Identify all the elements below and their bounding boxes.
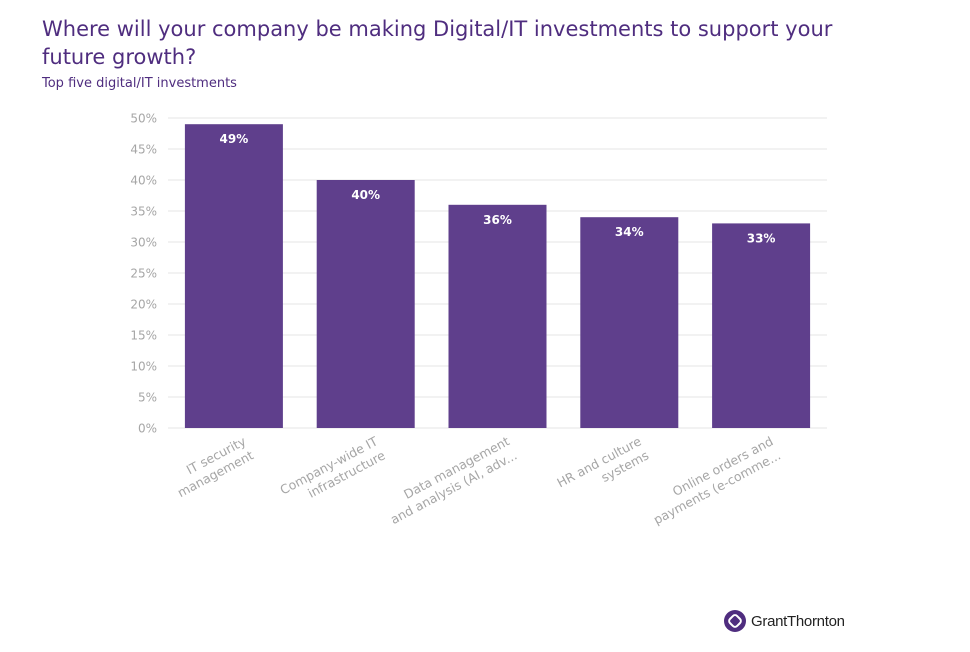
data-label: 49% <box>220 132 249 146</box>
data-label: 40% <box>351 188 380 202</box>
y-tick-label: 30% <box>130 236 157 250</box>
y-tick-label: 5% <box>138 391 157 405</box>
y-tick-label: 15% <box>130 329 157 343</box>
data-label: 36% <box>483 213 512 227</box>
x-tick-label: Data managementand analysis (AI, adv... <box>380 433 520 527</box>
data-label: 34% <box>615 225 644 239</box>
y-axis-ticks: 0% 5% 10% 15% 20% 25% 30% 35% 40% 45% 50% <box>130 112 157 436</box>
x-tick-label: Company-wide ITinfrastructure <box>277 433 388 511</box>
svg-text:Company-wide ITinfrastructure: Company-wide ITinfrastructure <box>277 433 388 511</box>
svg-text:IT securitymanagement: IT securitymanagement <box>167 433 256 500</box>
bar-2[interactable] <box>448 204 547 428</box>
x-tick-label: HR and culturesystems <box>554 433 651 504</box>
svg-text:Online orders andpayments (e-c: Online orders andpayments (e-comme... <box>643 433 783 527</box>
data-label: 33% <box>747 231 776 245</box>
y-tick-label: 40% <box>130 174 157 188</box>
y-tick-label: 35% <box>130 205 157 219</box>
x-axis-ticks: IT securitymanagement Company-wide ITinfr… <box>167 433 783 527</box>
x-tick-label: Online orders andpayments (e-comme... <box>643 433 783 527</box>
y-tick-label: 50% <box>130 112 157 126</box>
grant-thornton-logo-icon <box>724 610 746 632</box>
svg-text:Data managementand analysis (A: Data managementand analysis (AI, adv... <box>380 433 519 527</box>
bars <box>184 124 811 428</box>
chart-title: Where will your company be making Digita… <box>42 17 833 69</box>
y-tick-label: 25% <box>130 267 157 281</box>
y-tick-label: 10% <box>130 360 157 374</box>
bar-0[interactable] <box>184 124 283 428</box>
data-labels: 49% 40% 36% 34% 33% <box>220 132 776 245</box>
y-tick-label: 0% <box>138 422 157 436</box>
y-tick-label: 45% <box>130 143 157 157</box>
brand-name: GrantThornton <box>751 612 845 630</box>
chart-subtitle: Top five digital/IT investments <box>42 76 237 91</box>
bar-3[interactable] <box>580 217 679 428</box>
grant-thornton-logo: GrantThornton <box>724 610 845 632</box>
y-tick-label: 20% <box>130 298 157 312</box>
bar-4[interactable] <box>712 223 811 428</box>
x-tick-label: IT securitymanagement <box>167 433 256 500</box>
svg-text:HR and culturesystems: HR and culturesystems <box>554 433 651 504</box>
bar-1[interactable] <box>316 180 415 428</box>
